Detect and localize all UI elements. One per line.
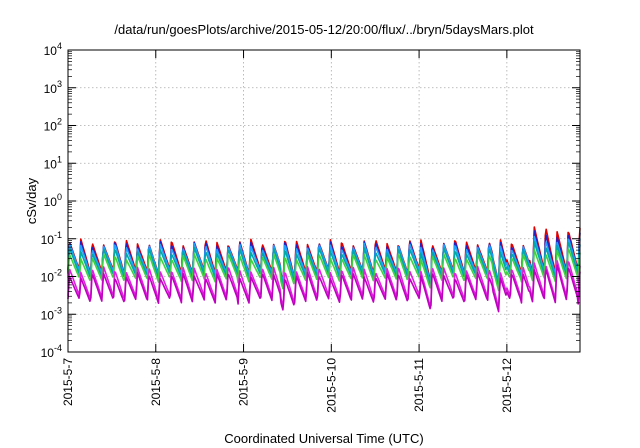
x-tick-label: 2015-5-11 [412,358,426,412]
x-tick-label: 2015-5-9 [237,358,251,406]
x-tick-label: 2015-5-12 [500,358,514,413]
series-line [67,248,581,292]
y-tick-label: 10-1 [41,230,62,247]
y-tick-label: 100 [44,192,62,209]
y-tick-label: 104 [44,41,62,58]
x-axis: 2015-5-7 2015-5-8 2015-5-9 2015-5-10 2015-5-… [61,50,514,413]
series-line [67,260,581,309]
chart-title: /data/run/goesPlots/archive/2015-05-12/2… [114,22,534,37]
series-line [67,264,581,313]
x-tick-label: 2015-5-7 [61,358,75,406]
y-axis-label: cSv/day [24,177,39,224]
y-tick-label: 101 [44,154,62,171]
y-axis: 10-4 10-3 10-2 10-1 100 101 102 103 104 [41,41,580,360]
y-tick-label: 10-4 [41,343,62,360]
grid [68,50,580,352]
series-line [67,235,581,285]
y-tick-label: 10-3 [41,305,62,322]
x-tick-label: 2015-5-10 [324,358,338,413]
y-tick-label: 103 [44,79,62,96]
y-tick-label: 102 [44,117,62,134]
series-line [67,241,581,288]
y-tick-label: 10-2 [41,268,62,285]
series-group [67,226,581,313]
x-tick-label: 2015-5-8 [149,358,163,406]
x-axis-label: Coordinated Universal Time (UTC) [224,431,423,446]
